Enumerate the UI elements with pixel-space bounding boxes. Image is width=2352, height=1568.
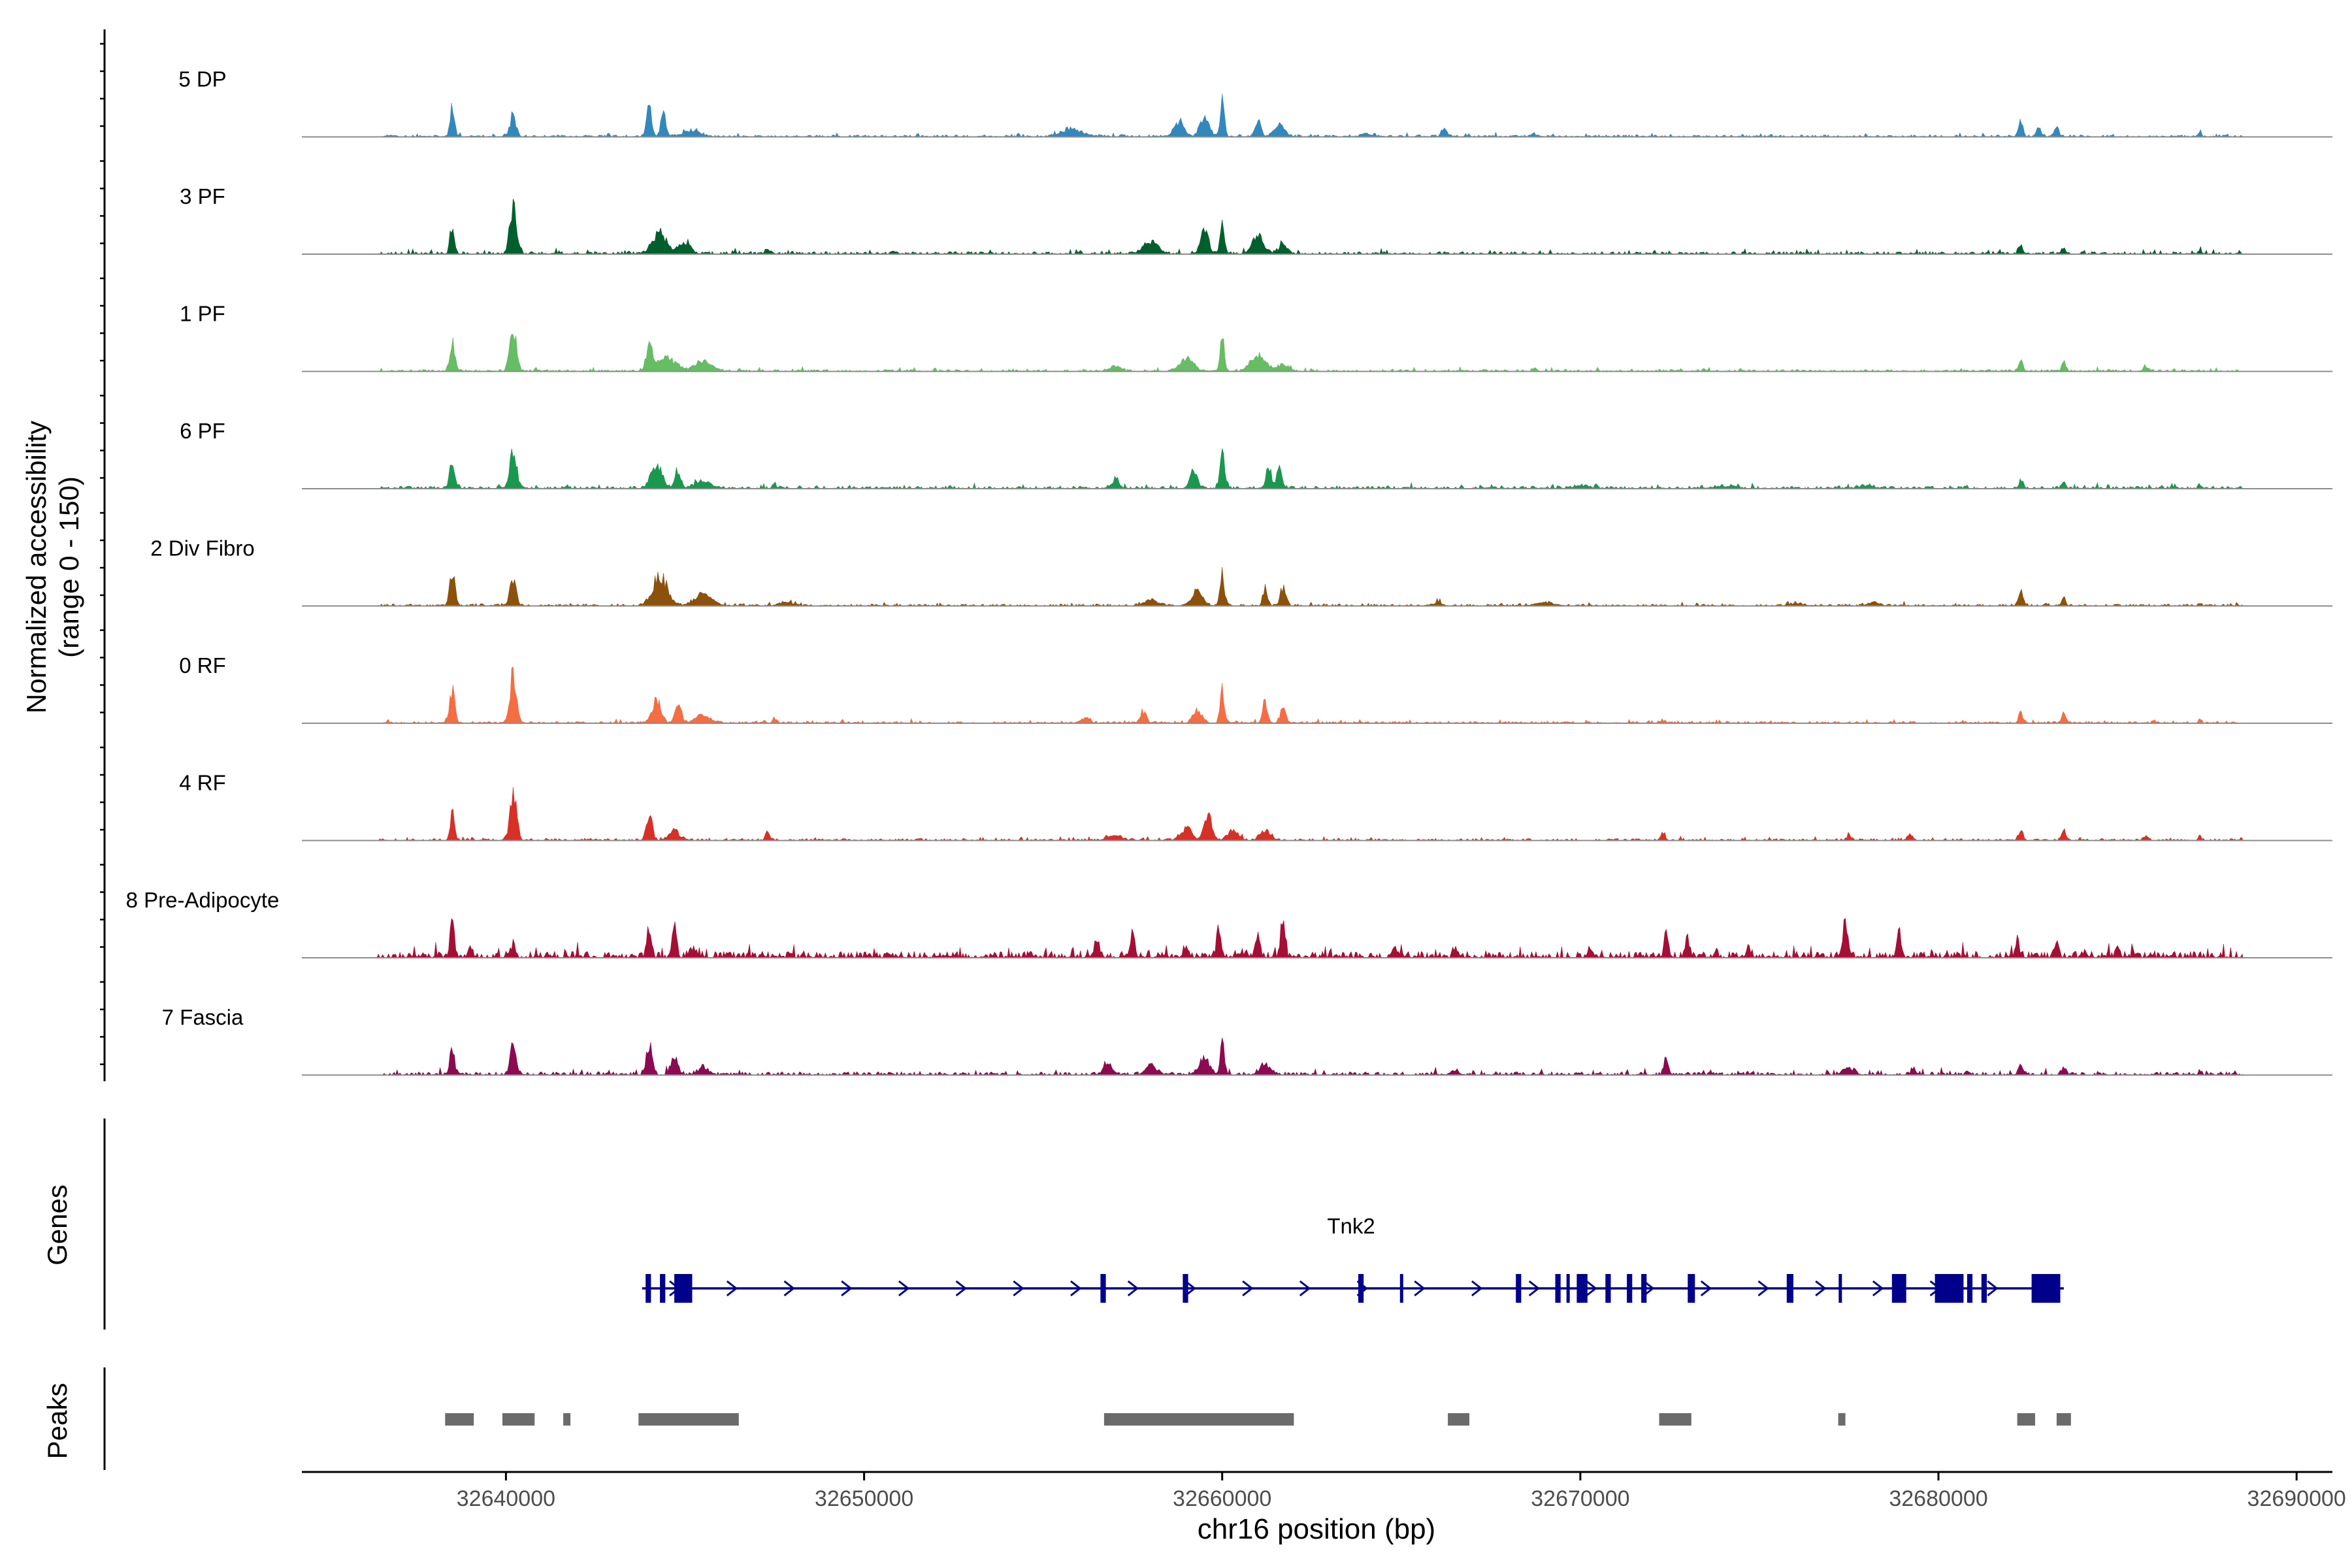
gene-exon [2031, 1274, 2061, 1303]
gene-exon [1967, 1274, 1973, 1303]
peak-regions [445, 1413, 2071, 1426]
gene-name-label: Tnk2 [1327, 1214, 1375, 1238]
gene-exon [1358, 1274, 1364, 1303]
strand-arrow [1586, 1280, 1597, 1297]
gene-exon [674, 1274, 693, 1303]
gene-exon [645, 1274, 651, 1303]
track-label: 0 RF [179, 653, 226, 678]
coverage-area [376, 917, 2244, 959]
y-axis-title-line1: Normalized accessibility [21, 421, 52, 713]
coverage-area [376, 199, 2244, 255]
track-label: 5 DP [178, 67, 226, 91]
coverage-area [376, 787, 2244, 841]
x-tick-label: 32680000 [1889, 1486, 1987, 1511]
x-tick-label: 32670000 [1531, 1486, 1629, 1511]
peaks-track-label: Peaks [42, 1383, 73, 1460]
gene-exon [1981, 1274, 1987, 1303]
gene-exon [1942, 1274, 1964, 1303]
gene-exon [1576, 1274, 1588, 1303]
gene-exon [1688, 1274, 1695, 1303]
gene-exon [660, 1274, 666, 1303]
peak-region [1838, 1413, 1846, 1426]
track-0-rf: 0 RF [179, 653, 2332, 724]
track-7-fascia: 7 Fascia [162, 1005, 2332, 1076]
strand-arrow [1070, 1280, 1082, 1297]
gene-exon [1516, 1274, 1522, 1303]
peak-region [1659, 1413, 1691, 1426]
strand-arrow [1242, 1280, 1254, 1297]
peak-region [563, 1413, 571, 1426]
strand-arrow [1299, 1280, 1311, 1297]
track-label: 8 Pre-Adipocyte [126, 888, 280, 912]
coverage-tracks: 5 DP 3 PF 1 PF 6 PF 2 Div Fibro 0 RF 4 RF 8 Pre… [126, 67, 2332, 1076]
gene-exon [1935, 1274, 1942, 1303]
strand-arrow [726, 1280, 738, 1297]
strand-arrow [1184, 1280, 1196, 1297]
gene-exon [1627, 1274, 1633, 1303]
track-label: 4 RF [179, 771, 226, 795]
x-axis-title: chr16 position (bp) [1198, 1513, 1435, 1545]
strand-arrow [1815, 1280, 1827, 1297]
strand-arrow [1987, 1280, 1999, 1297]
track-2-div-fibro: 2 Div Fibro [150, 536, 2332, 607]
coverage-area [376, 1037, 2244, 1076]
peak-region [445, 1413, 474, 1426]
strand-arrow [841, 1280, 853, 1297]
gene-exon [1100, 1274, 1106, 1303]
coverage-area [376, 333, 2244, 372]
x-tick-label: 32650000 [815, 1486, 913, 1511]
track-8-pre-adipocyte: 8 Pre-Adipocyte [126, 888, 2332, 959]
track-5-dp: 5 DP [178, 67, 2332, 138]
coverage-area [376, 566, 2244, 607]
gene-exon [1641, 1274, 1647, 1303]
coverage-area [376, 666, 2244, 724]
strand-arrow [1528, 1280, 1541, 1297]
track-4-rf: 4 RF [179, 771, 2332, 841]
x-tick-label: 32640000 [457, 1486, 555, 1511]
peak-region [1103, 1413, 1294, 1426]
peak-region [1448, 1413, 1469, 1426]
gene-exon [1183, 1274, 1188, 1303]
gene-exon [1788, 1274, 1793, 1303]
strand-arrow [1700, 1280, 1712, 1297]
strand-arrow [1127, 1280, 1139, 1297]
strand-arrow [783, 1280, 795, 1297]
peak-region [2056, 1413, 2071, 1426]
track-label: 1 PF [180, 302, 225, 326]
coverage-area [376, 93, 2244, 138]
gene-exon [1605, 1274, 1611, 1303]
track-label: 2 Div Fibro [150, 536, 255, 561]
track-6-pf: 6 PF [180, 419, 2332, 489]
gene-exon-thin [1566, 1274, 1570, 1303]
strand-arrow [1643, 1280, 1655, 1297]
strand-arrow [1013, 1280, 1024, 1297]
x-tick-label: 32690000 [2247, 1486, 2346, 1511]
strand-arrow [1757, 1280, 1769, 1297]
track-1-pf: 1 PF [180, 302, 2332, 372]
strand-arrow [1471, 1280, 1483, 1297]
gene-exon-thin [1399, 1274, 1403, 1303]
x-tick-label: 32660000 [1173, 1486, 1271, 1511]
gene-model: Tnk2 [642, 1214, 2064, 1303]
coverage-area [376, 448, 2244, 489]
track-label: 3 PF [180, 184, 225, 208]
gene-exon [1891, 1274, 1906, 1303]
gene-exon [1555, 1274, 1561, 1303]
strand-arrow [1872, 1280, 1884, 1297]
peak-region [502, 1413, 535, 1426]
peak-region [2017, 1413, 2035, 1426]
coverage-y-axis-ticks [100, 42, 105, 1066]
track-label: 6 PF [180, 419, 225, 443]
peak-region [638, 1413, 739, 1426]
x-axis-ticks: 32640000 32650000 32660000 32670000 32680000… [457, 1472, 2346, 1511]
track-3-pf: 3 PF [180, 184, 2332, 255]
strand-arrow [955, 1280, 968, 1297]
gene-exon-thin [1838, 1274, 1842, 1303]
genes-track-label: Genes [42, 1184, 73, 1266]
strand-arrow [898, 1280, 910, 1297]
y-axis-title-line2: (range 0 - 150) [54, 476, 84, 658]
strand-arrow [1414, 1280, 1426, 1297]
track-label: 7 Fascia [162, 1005, 244, 1030]
